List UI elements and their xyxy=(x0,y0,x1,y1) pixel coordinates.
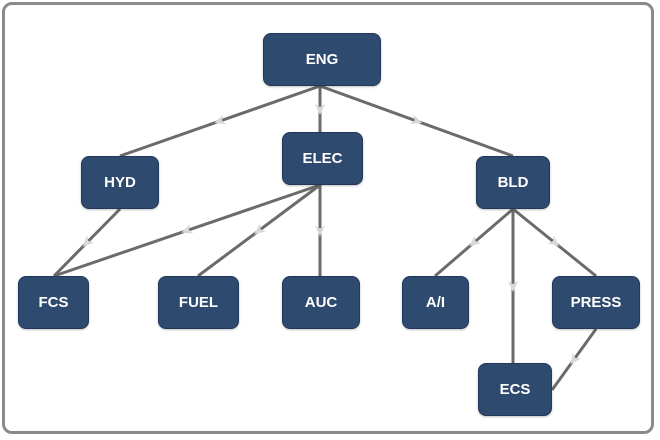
node-ecs[interactable]: ECS xyxy=(478,363,552,416)
arrow-icon xyxy=(570,352,581,365)
node-elec[interactable]: ELEC xyxy=(282,132,363,185)
arrow-icon xyxy=(315,225,325,237)
node-bld[interactable]: BLD xyxy=(476,156,550,209)
arrow-icon xyxy=(82,235,95,247)
node-fuel[interactable]: FUEL xyxy=(158,276,239,329)
node-press[interactable]: PRESS xyxy=(552,276,640,329)
arrow-icon xyxy=(410,114,423,124)
arrow-icon xyxy=(315,104,325,115)
node-ai[interactable]: A/I xyxy=(402,276,469,329)
arrow-icon xyxy=(547,235,560,247)
arrow-icon xyxy=(508,281,518,292)
node-eng[interactable]: ENG xyxy=(263,33,381,86)
arrow-icon xyxy=(181,224,194,234)
node-auc[interactable]: AUC xyxy=(282,276,360,329)
arrow-icon xyxy=(469,235,482,247)
node-fcs[interactable]: FCS xyxy=(18,276,89,329)
node-hyd[interactable]: HYD xyxy=(81,156,159,209)
arrow-icon xyxy=(254,223,266,235)
arrow-icon xyxy=(214,114,227,125)
